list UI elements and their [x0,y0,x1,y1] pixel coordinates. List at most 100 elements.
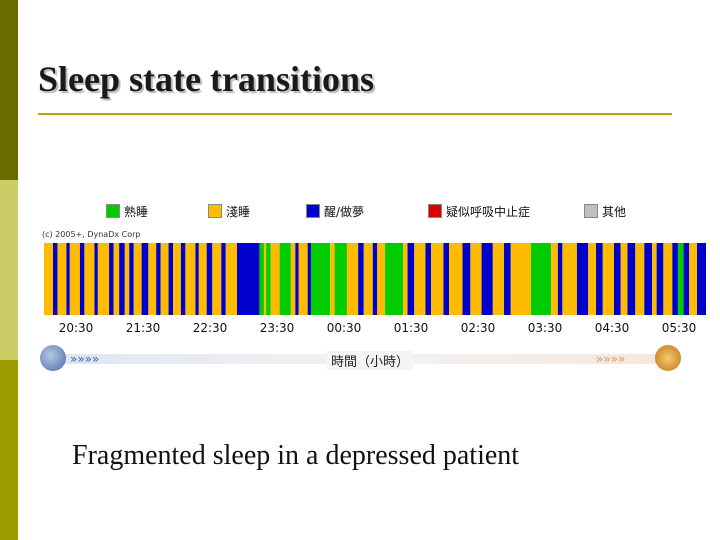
sleep-segment [206,243,213,315]
sidebar-middle-block [0,180,18,360]
sleep-segment [403,243,408,315]
time-tick: 01:30 [393,321,429,335]
sleep-segment [180,243,186,315]
sleep-segment [431,243,444,315]
apnea-swatch [428,204,442,218]
light-sleep-swatch [208,204,222,218]
sleep-segment [652,243,657,315]
title-underline [38,113,672,115]
chevron-arrows-icon: »»»» [70,352,100,366]
time-tick: 05:30 [661,321,697,335]
sleep-segment [52,243,58,315]
sleep-segment [562,243,577,315]
sleep-segment [588,243,597,315]
time-axis-ticks: 20:30 21:30 22:30 23:30 00:30 01:30 02:3… [0,321,720,337]
sleep-segment [113,243,120,315]
time-tick: 20:30 [58,321,94,335]
sleep-segment [141,243,149,315]
sleep-segment [334,243,347,315]
sleep-segment [602,243,614,315]
sleep-segment [414,243,426,315]
sleep-segment [656,243,664,315]
sleep-segment [185,243,196,315]
time-tick: 23:30 [259,321,295,335]
sleep-segment [449,243,463,315]
sleep-segment [129,243,134,315]
sleep-segment [195,243,199,315]
sleep-segment [372,243,378,315]
sleep-segment [119,243,125,315]
sleep-segment [481,243,493,315]
sleep-segment [290,243,296,315]
sleep-segment [221,243,226,315]
sleep-segment [530,243,552,315]
sleep-segment [596,243,603,315]
legend-label: 其他 [602,204,627,219]
sleep-segment [492,243,505,315]
sleep-segment [358,243,364,315]
time-tick: 21:30 [125,321,161,335]
time-tick: 02:30 [460,321,496,335]
sleep-segment [259,243,264,315]
sleep-segment [613,243,621,315]
sleep-segment [311,243,331,315]
deep-sleep-swatch [106,204,120,218]
time-axis-label: 時間（小時） [327,351,414,370]
sleep-segment [168,243,174,315]
sleep-segment [236,243,260,315]
sleep-segment [69,243,80,315]
sleep-segment [504,243,511,315]
sleep-segment [689,243,698,315]
sleep-segment [263,243,267,315]
sleep-segment [644,243,653,315]
sleep-segment [363,243,373,315]
sleep-segment [377,243,386,315]
sleep-segment [44,243,53,315]
chart-legend: 熟睡 淺睡 醒/做夢 疑似呼吸中止症 其他 [0,202,720,220]
sleep-segment [148,243,157,315]
sleep-segment [124,243,130,315]
time-tick: 22:30 [192,321,228,335]
sleep-segment [79,243,85,315]
sleep-segment [697,243,706,315]
sleep-segment [66,243,70,315]
legend-label: 熟睡 [124,204,149,219]
legend-label: 淺睡 [226,204,251,219]
sleep-segment [84,243,95,315]
sleep-segment [279,243,291,315]
legend-item-deep-sleep: 熟睡 [106,202,148,220]
sleep-segment [576,243,589,315]
sleep-segment [160,243,169,315]
legend-label: 醒/做夢 [324,204,365,219]
sidebar-bottom-block [0,360,18,540]
sleep-segment [270,243,280,315]
legend-item-other: 其他 [584,202,626,220]
sleep-segment [407,243,415,315]
sleep-segment [462,243,471,315]
sleep-segment [173,243,181,315]
sleep-segment [510,243,531,315]
sleep-segment [677,243,684,315]
slide-caption: Fragmented sleep in a depressed patient [72,440,520,471]
sleep-segment [133,243,142,315]
sleep-segment [346,243,359,315]
legend-item-light-sleep: 淺睡 [208,202,250,220]
sleep-segment [425,243,432,315]
sleep-segment [307,243,312,315]
slide-title: Sleep state transitions [38,59,374,99]
time-axis-strip: »»»» 時間（小時） »»»» [40,343,684,375]
sidebar-top-block [0,0,18,180]
sleep-segment [443,243,450,315]
sleep-segment [551,243,558,315]
legend-label: 疑似呼吸中止症 [446,204,531,219]
sleep-segment [295,243,299,315]
sleep-state-bars [44,243,706,315]
sleep-segment [683,243,690,315]
sleep-segment [663,243,673,315]
slide-sidebar-accent [0,0,18,540]
sun-icon [655,345,681,371]
sleep-segment [470,243,482,315]
sleep-segment [635,243,645,315]
legend-item-apnea: 疑似呼吸中止症 [428,202,530,220]
other-swatch [584,204,598,218]
